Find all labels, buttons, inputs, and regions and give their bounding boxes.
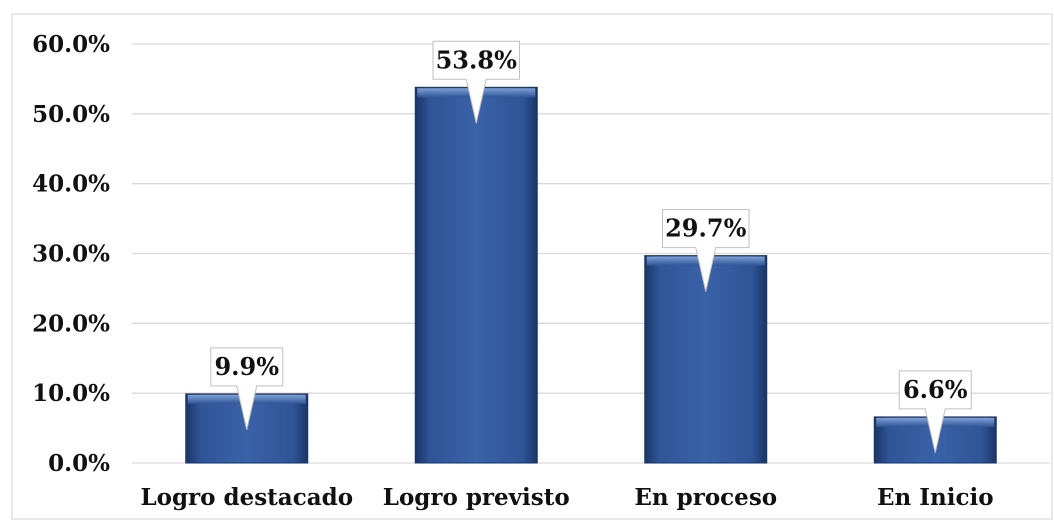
- callout-box: [898, 370, 972, 454]
- data-label-callout: 6.6%: [898, 370, 972, 454]
- x-category-label: En proceso: [634, 484, 777, 511]
- y-tick-label: 0.0%: [48, 450, 110, 477]
- data-label-callout: 53.8%: [432, 40, 520, 124]
- y-tick-label: 20.0%: [32, 310, 110, 337]
- x-category-label: En Inicio: [877, 484, 994, 511]
- callout-box: [662, 209, 750, 292]
- bar-body: [414, 86, 538, 464]
- data-label: 6.6%: [903, 375, 968, 404]
- data-label-callout: 29.7%: [662, 209, 750, 292]
- data-label: 53.8%: [436, 45, 517, 74]
- callout-box: [432, 40, 520, 124]
- y-tick-label: 40.0%: [32, 171, 110, 198]
- y-axis-ticks: 0.0% 10.0% 20.0% 30.0% 40.0% 50.0% 60.0%: [32, 31, 110, 477]
- data-label: 29.7%: [665, 214, 746, 243]
- x-category-label: Logro destacado: [140, 484, 353, 511]
- x-category-label: Logro previsto: [383, 484, 570, 511]
- data-label-callout: 9.9%: [210, 347, 284, 430]
- y-tick-label: 30.0%: [32, 241, 110, 268]
- callout-box: [210, 347, 284, 430]
- bars: [185, 86, 997, 464]
- chart-border: [11, 13, 1053, 520]
- x-axis-categories: Logro destacado Logro previsto En proceso E…: [140, 484, 993, 511]
- y-tick-label: 60.0%: [32, 31, 110, 58]
- y-tick-label: 10.0%: [32, 380, 110, 407]
- y-tick-label: 50.0%: [32, 101, 110, 128]
- chart-frame: [11, 13, 1053, 520]
- data-labels: 9.9% 53.8% 29.7% 6.6%: [210, 40, 972, 454]
- bar: [414, 86, 538, 464]
- data-label: 9.9%: [214, 352, 279, 381]
